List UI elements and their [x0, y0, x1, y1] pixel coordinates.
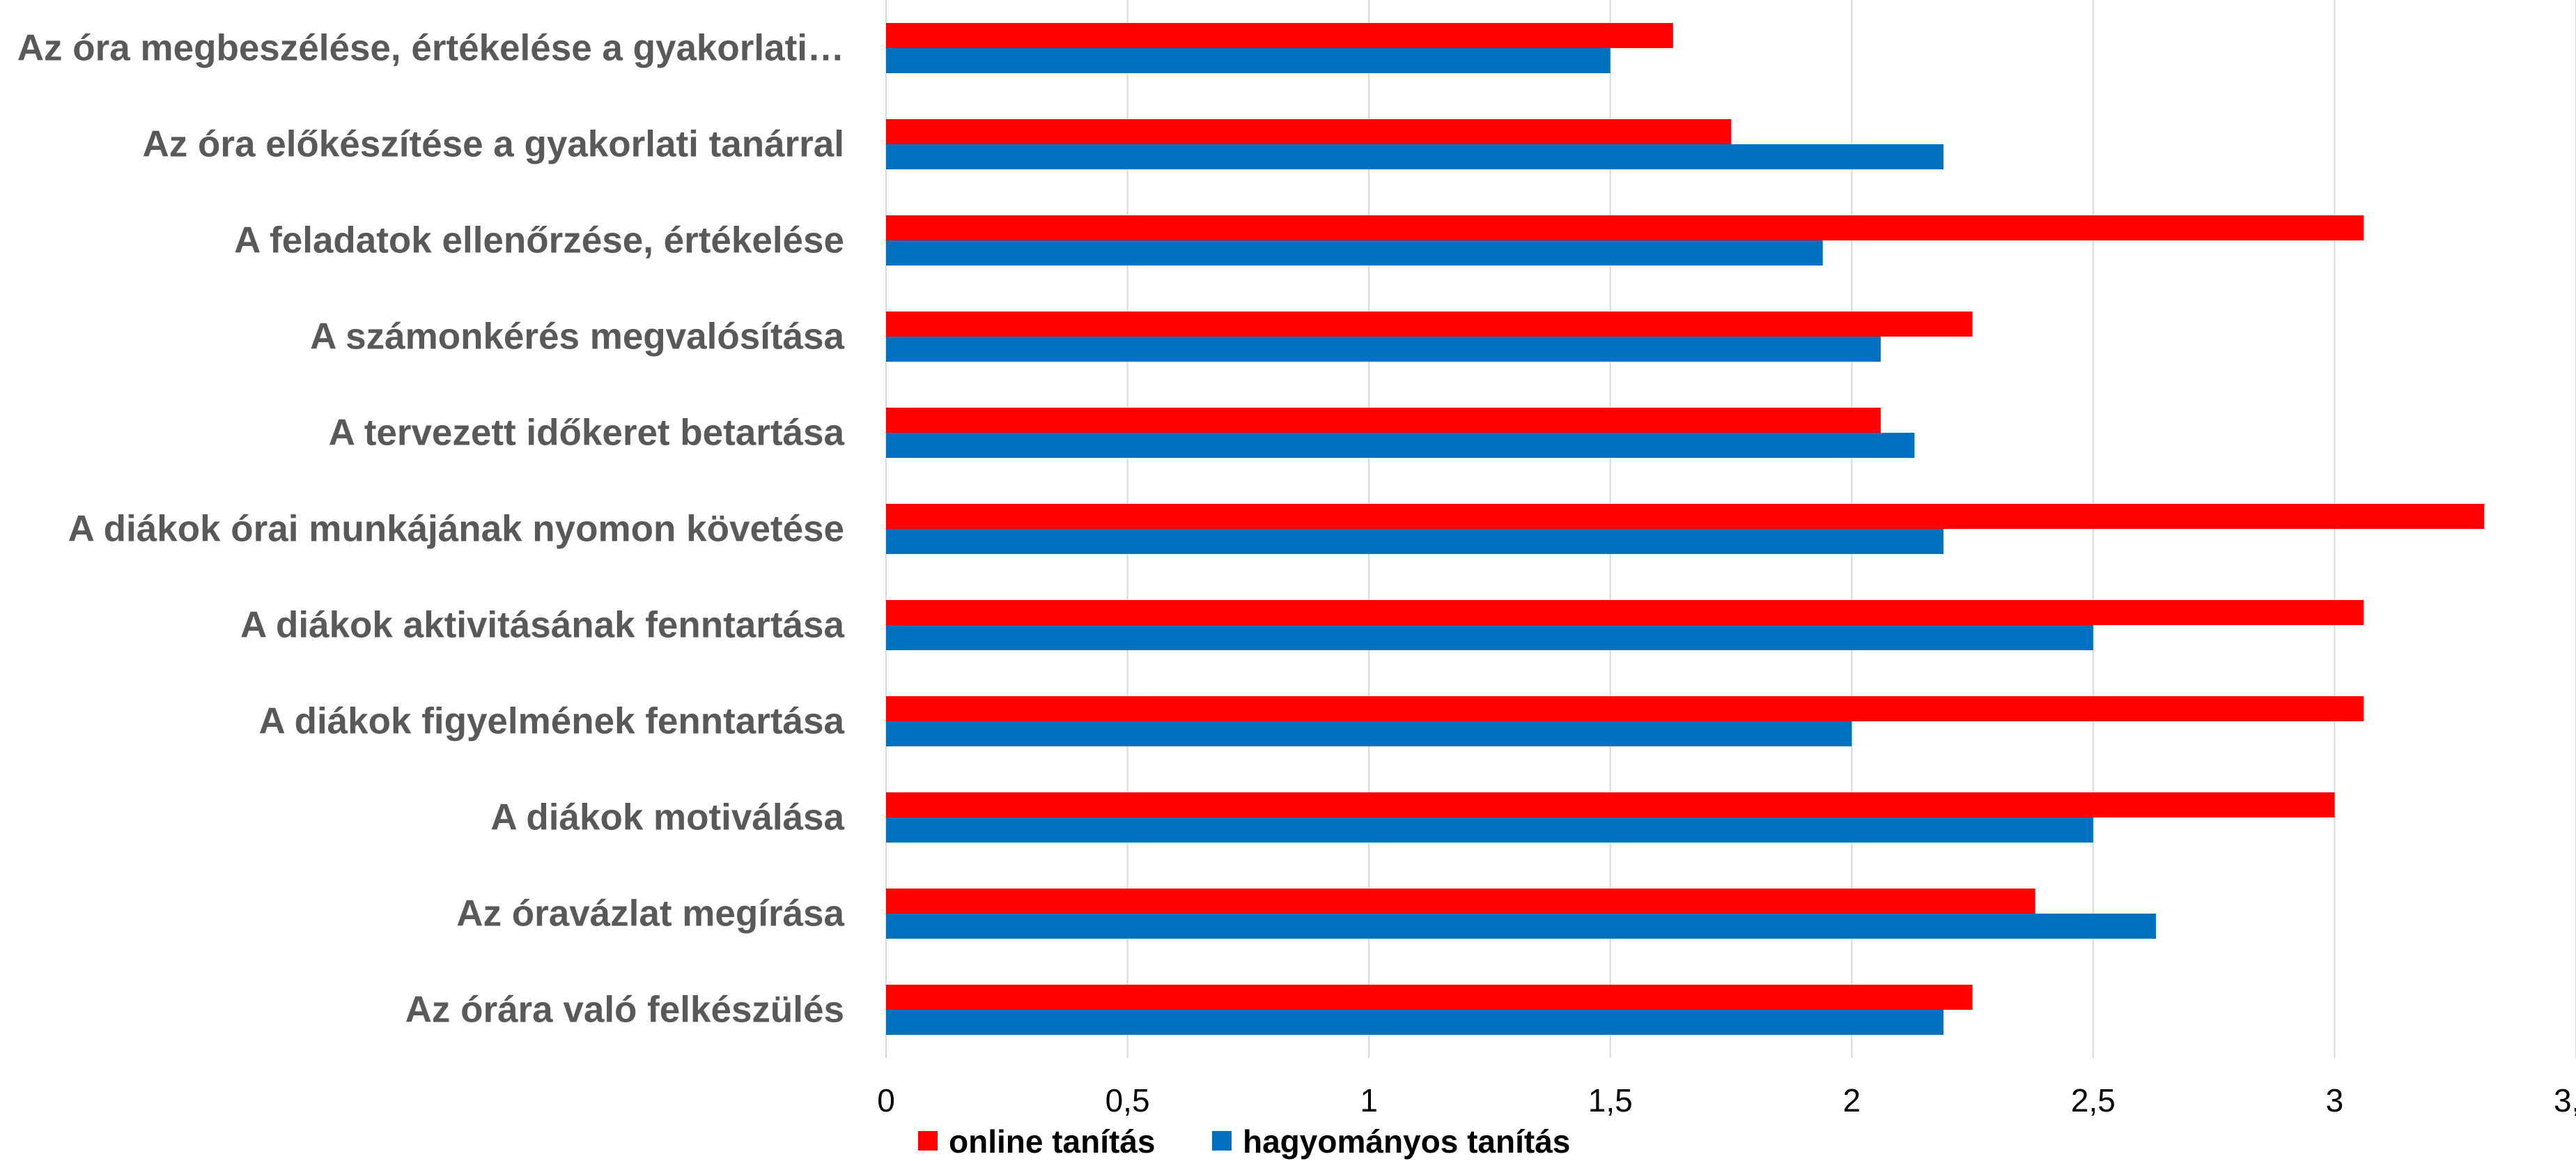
bar-traditional: [886, 337, 1881, 362]
x-tick-label: 3: [2326, 1082, 2344, 1118]
bar-online: [886, 23, 1673, 48]
category-label: Az óravázlat megírása: [456, 893, 844, 935]
bar-traditional: [886, 625, 2093, 650]
bar-online: [886, 408, 1881, 433]
x-axis-tick-labels: 0 0,5 1 1,5 2 2,5 3 3,5: [877, 1082, 2576, 1118]
bar-online: [886, 600, 2364, 625]
bar-traditional: [886, 817, 2093, 843]
bar-traditional: [886, 529, 1943, 554]
category-label: A diákok motiválása: [490, 797, 844, 838]
bar-online: [886, 889, 2035, 914]
bar-online: [886, 215, 2364, 240]
bar-traditional: [886, 914, 2156, 939]
bar-traditional: [886, 48, 1611, 73]
bar-online: [886, 792, 2335, 817]
bar-traditional: [886, 240, 1823, 266]
bar-traditional: [886, 433, 1915, 458]
bars: [886, 23, 2485, 1035]
x-tick-label: 2,5: [2071, 1082, 2116, 1118]
category-label: A feladatok ellenőrzése, értékelése: [234, 220, 844, 261]
category-label: A számonkérés megvalósítása: [310, 316, 844, 357]
category-labels: Az órára való felkészülés Az óravázlat me…: [17, 28, 845, 1031]
bar-online: [886, 504, 2485, 529]
x-tick-label: 0: [877, 1082, 895, 1118]
bar-online: [886, 985, 1973, 1010]
x-tick-label: 0,5: [1105, 1082, 1150, 1118]
legend-swatch: [1212, 1131, 1232, 1151]
x-tick-label: 2: [1842, 1082, 1861, 1118]
legend-swatch: [918, 1131, 938, 1151]
legend-label: hagyományos tanítás: [1243, 1123, 1570, 1160]
bar-online: [886, 119, 1731, 144]
bar-traditional: [886, 1010, 1943, 1035]
category-label: A tervezett időkeret betartása: [329, 413, 845, 454]
category-label: A diákok órai munkájának nyomon követése: [68, 509, 844, 550]
bar-online: [886, 312, 1973, 337]
legend-label: online tanítás: [949, 1123, 1155, 1160]
category-label: Az órára való felkészülés: [405, 990, 844, 1031]
bar-traditional: [886, 721, 1852, 746]
category-label: A diákok aktivitásának fenntartása: [240, 605, 845, 646]
x-tick-label: 3,5: [2554, 1082, 2576, 1118]
x-tick-label: 1,5: [1588, 1082, 1633, 1118]
legend: online tanítás hagyományos tanítás: [918, 1123, 1570, 1160]
category-label: A diákok figyelmének fenntartása: [259, 701, 845, 742]
x-tick-label: 1: [1360, 1082, 1378, 1118]
category-label: Az óra előkészítése a gyakorlati tanárra…: [143, 124, 844, 165]
bar-traditional: [886, 144, 1943, 169]
bar-online: [886, 696, 2364, 721]
category-label: Az óra megbeszélése, értékelése a gyakor…: [17, 28, 844, 69]
